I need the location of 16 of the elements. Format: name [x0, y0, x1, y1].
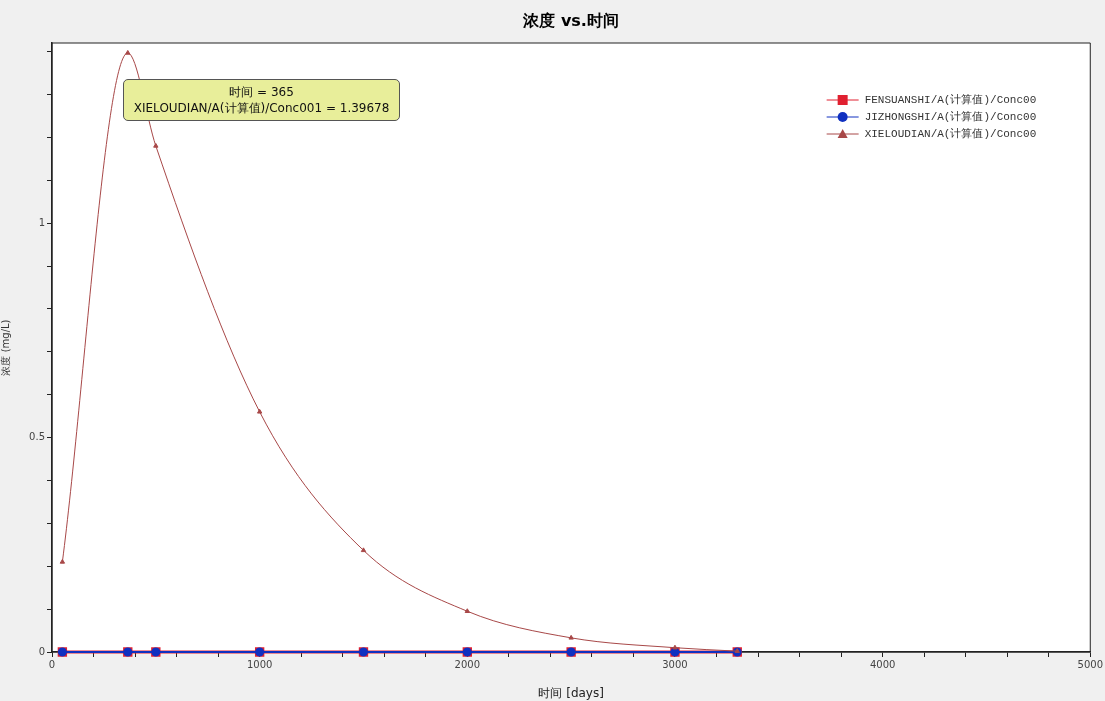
y-tick-label: 0.5 [29, 431, 45, 443]
y-tick-label: 1 [38, 216, 45, 228]
x-tick-label: 0 [48, 658, 56, 670]
x-tick-label: 4000 [869, 658, 896, 670]
x-axis-title: 时间 [days] [538, 685, 604, 700]
legend-label: XIELOUDIAN/A(计算值)/Conc00 [864, 126, 1037, 140]
legend-label: JIZHONGSHI/A(计算值)/Conc00 [864, 109, 1037, 123]
x-tick-label: 3000 [662, 658, 688, 670]
y-tick-label: 0 [38, 645, 45, 657]
chart-title: 浓度 vs.时间 [522, 11, 619, 31]
x-tick-label: 5000 [1077, 658, 1103, 670]
legend-label: FENSUANSHI/A(计算值)/Conc00 [864, 92, 1037, 106]
x-tick-label: 2000 [454, 658, 481, 670]
x-tick-label: 1000 [246, 658, 273, 670]
y-axis-title: 浓度 (mg/L) [0, 319, 11, 376]
annotation: 时间 = 365 XIELOUDIAN/A(计算值)/Conc001 = 1.39678 [122, 78, 401, 121]
